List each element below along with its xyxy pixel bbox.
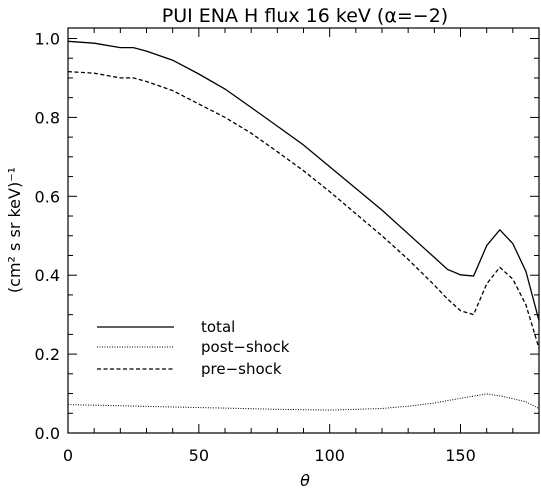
- x-tick-label: 50: [189, 446, 209, 465]
- x-tick-label: 0: [63, 446, 73, 465]
- x-tick-label: 100: [314, 446, 345, 465]
- legend-label-1: post−shock: [201, 338, 290, 356]
- series-line-1: [67, 393, 540, 411]
- legend: total post−shock pre−shock: [97, 318, 290, 378]
- x-axis-label: θ: [300, 471, 310, 490]
- plot-frame: [67, 27, 540, 434]
- y-tick-label: 0.8: [35, 108, 60, 127]
- series-layer: [67, 40, 540, 411]
- y-tick-label: 0.4: [35, 266, 60, 285]
- legend-label-2: pre−shock: [201, 360, 282, 378]
- y-tick-label: 1.0: [35, 30, 60, 49]
- y-tick-label: 0.6: [35, 187, 60, 206]
- x-tick-label: 150: [445, 446, 476, 465]
- y-tick-label: 0.0: [35, 424, 60, 443]
- legend-label-0: total: [201, 318, 235, 336]
- series-line-2: [67, 70, 540, 349]
- series-line-0: [67, 40, 540, 321]
- y-axis-label: (cm² s sr keV)⁻¹: [5, 167, 24, 293]
- y-tick-label: 0.2: [35, 345, 60, 364]
- axis-ticks: 0 50 100 150 0.0 0.2 0.4 0.6 0.8 1.0: [35, 28, 539, 465]
- chart-title: PUI ENA H flux 16 keV (α=−2): [162, 5, 448, 27]
